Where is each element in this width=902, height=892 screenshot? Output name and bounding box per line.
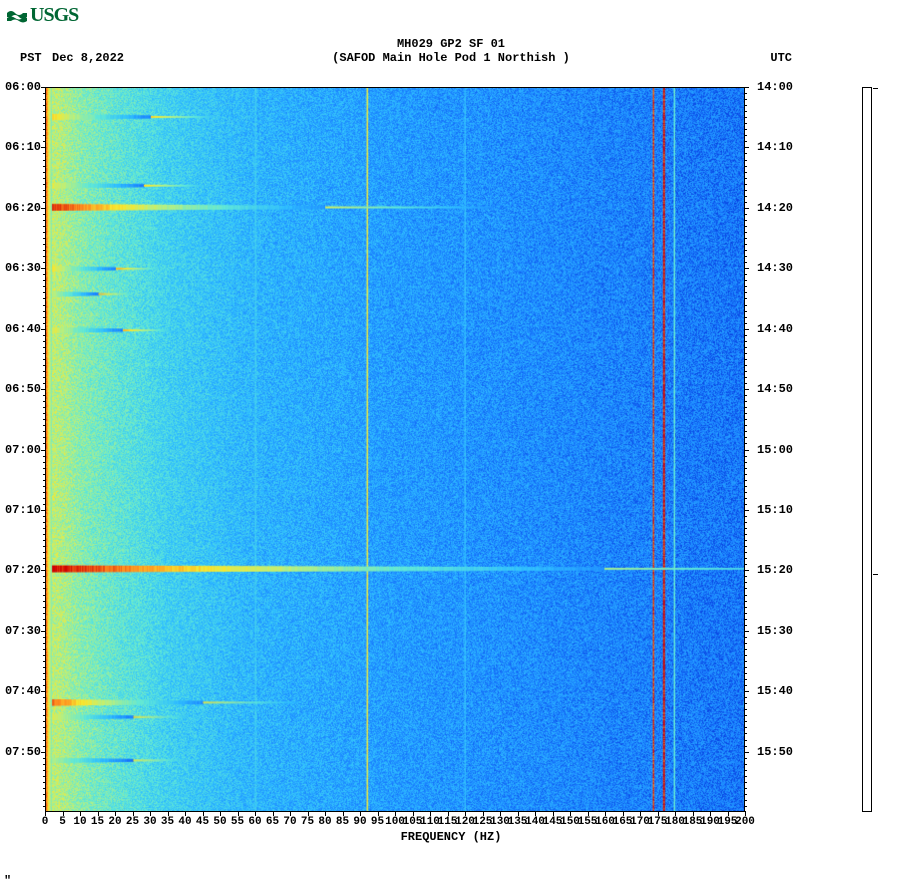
- x-tick-label: 30: [143, 816, 156, 828]
- y-tick-label-right: 14:30: [757, 261, 793, 275]
- spectrogram-plot: [45, 87, 745, 812]
- y-axis-right: 14:0014:1014:2014:3014:4014:5015:0015:10…: [745, 87, 805, 812]
- chart-title: MH029 GP2 SF 01: [397, 37, 505, 51]
- y-tick-label-left: 06:30: [5, 261, 41, 275]
- color-scale-bar: [862, 87, 872, 812]
- y-axis-left: 06:0006:1006:2006:3006:4006:5007:0007:10…: [0, 87, 45, 812]
- x-tick-label: 60: [248, 816, 261, 828]
- x-tick-label: 45: [196, 816, 209, 828]
- x-tick-label: 25: [126, 816, 139, 828]
- x-tick-label: 70: [283, 816, 296, 828]
- y-tick-label-left: 07:30: [5, 624, 41, 638]
- y-tick-label-right: 15:30: [757, 624, 793, 638]
- y-tick-label-right: 15:40: [757, 684, 793, 698]
- x-tick-label: 85: [336, 816, 349, 828]
- x-tick-label: 50: [213, 816, 226, 828]
- date-label: Dec 8,2022: [52, 51, 124, 65]
- footer-mark: ": [4, 874, 11, 888]
- x-tick-label: 55: [231, 816, 244, 828]
- y-tick-label-left: 06:20: [5, 201, 41, 215]
- y-tick-label-right: 15:00: [757, 443, 793, 457]
- x-tick-label: 80: [318, 816, 331, 828]
- y-tick-label-right: 15:20: [757, 563, 793, 577]
- y-tick-label-left: 07:00: [5, 443, 41, 457]
- y-tick-label-left: 07:10: [5, 503, 41, 517]
- y-tick-label-right: 14:10: [757, 140, 793, 154]
- x-tick-label: 95: [371, 816, 384, 828]
- usgs-logo: USGS: [6, 4, 78, 27]
- x-tick-label: 35: [161, 816, 174, 828]
- wave-icon: [6, 7, 28, 25]
- x-tick-label: 20: [108, 816, 121, 828]
- x-tick-label: 5: [59, 816, 66, 828]
- x-tick-label: 40: [178, 816, 191, 828]
- y-tick-label-right: 14:00: [757, 80, 793, 94]
- x-tick-label: 200: [735, 816, 755, 828]
- x-axis: 0510152025303540455055606570758085909510…: [45, 812, 745, 832]
- left-timezone-label: PST: [20, 51, 42, 65]
- y-tick-label-right: 14:50: [757, 382, 793, 396]
- spectrogram-canvas: [46, 88, 744, 811]
- chart-header: MH029 GP2 SF 01 (SAFOD Main Hole Pod 1 N…: [0, 37, 902, 67]
- x-tick-label: 15: [91, 816, 104, 828]
- y-tick-label-right: 15:10: [757, 503, 793, 517]
- x-tick-label: 0: [42, 816, 49, 828]
- y-tick-label-left: 07:40: [5, 684, 41, 698]
- y-tick-label-left: 06:00: [5, 80, 41, 94]
- logo-text: USGS: [30, 4, 78, 27]
- y-tick-label-left: 06:10: [5, 140, 41, 154]
- x-tick-label: 10: [73, 816, 86, 828]
- x-tick-label: 75: [301, 816, 314, 828]
- y-tick-label-left: 06:50: [5, 382, 41, 396]
- x-tick-label: 90: [353, 816, 366, 828]
- y-tick-label-right: 14:40: [757, 322, 793, 336]
- y-tick-label-left: 06:40: [5, 322, 41, 336]
- y-tick-label-right: 14:20: [757, 201, 793, 215]
- y-tick-label-left: 07:50: [5, 745, 41, 759]
- y-tick-label-right: 15:50: [757, 745, 793, 759]
- x-tick-label: 65: [266, 816, 279, 828]
- y-tick-label-left: 07:20: [5, 563, 41, 577]
- chart-subtitle: (SAFOD Main Hole Pod 1 Northish ): [332, 51, 570, 65]
- right-timezone-label: UTC: [770, 51, 792, 65]
- x-axis-label: FREQUENCY (HZ): [401, 830, 502, 844]
